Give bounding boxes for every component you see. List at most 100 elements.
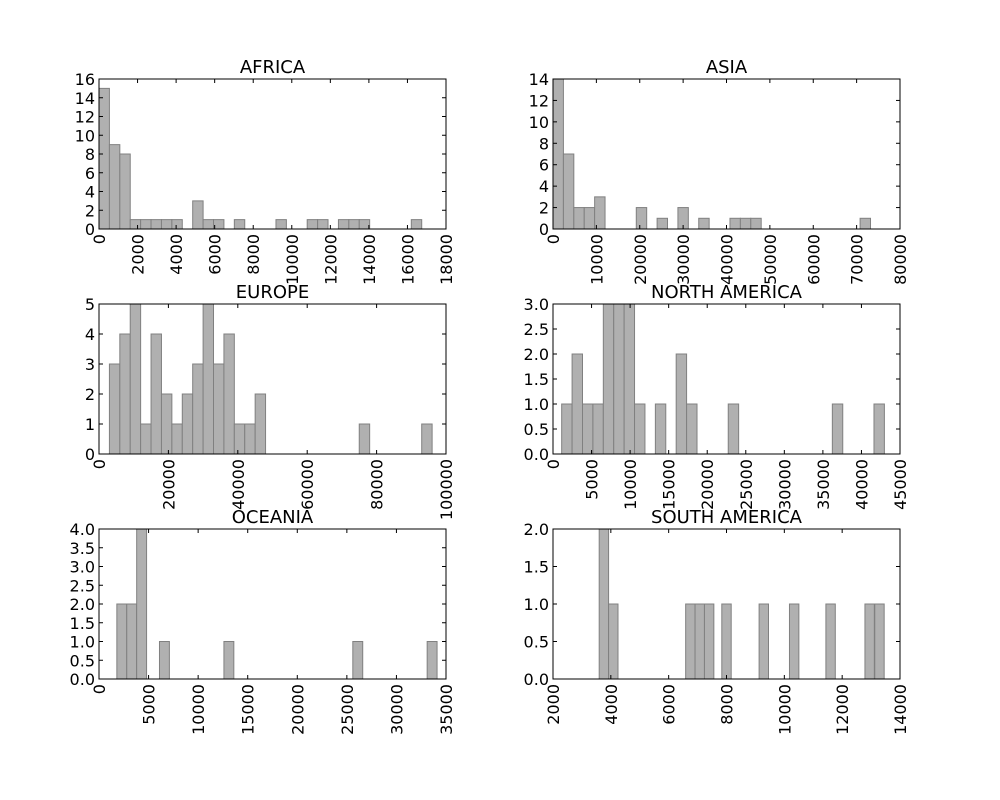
xtick-label-south-america-1: 4000 bbox=[602, 684, 621, 725]
xtick-label-oceania-2: 10000 bbox=[189, 684, 208, 735]
bar-asia-10 bbox=[739, 217, 752, 230]
xtick-label-africa-4: 8000 bbox=[244, 234, 263, 275]
xtick-label-south-america-4: 10000 bbox=[775, 684, 794, 735]
ytick-label-south-america-1: 0.5 bbox=[524, 633, 549, 652]
xtick-label-oceania-3: 15000 bbox=[239, 684, 258, 735]
ytick-label-africa-6: 12 bbox=[75, 108, 95, 127]
bar-north-america-1 bbox=[571, 353, 584, 455]
bar-oceania-0 bbox=[116, 603, 128, 680]
bar-north-america-3 bbox=[592, 403, 604, 455]
bar-asia-12 bbox=[859, 217, 872, 230]
bar-asia-3 bbox=[583, 207, 596, 230]
xtick-label-asia-2: 20000 bbox=[631, 234, 650, 285]
bar-north-america-13 bbox=[873, 403, 885, 455]
ytick-label-oceania-2: 1.0 bbox=[70, 633, 95, 652]
ytick-label-north-america-1: 0.5 bbox=[524, 420, 549, 439]
xtick-label-africa-0: 0 bbox=[90, 234, 109, 244]
xtick-label-asia-0: 0 bbox=[544, 234, 563, 244]
bar-africa-14 bbox=[317, 219, 329, 230]
xtick-label-asia-7: 70000 bbox=[848, 234, 867, 285]
xtick-label-asia-8: 80000 bbox=[891, 234, 910, 285]
panel-oceania: OCEANIA 0.00.51.01.52.02.53.03.54.0 0 5000… bbox=[70, 507, 456, 735]
bar-south-america-9 bbox=[864, 603, 875, 680]
bar-africa-12 bbox=[275, 219, 287, 230]
bar-europe-13 bbox=[244, 423, 256, 455]
xtick-label-africa-8: 16000 bbox=[398, 234, 417, 285]
xtick-label-africa-1: 2000 bbox=[129, 234, 148, 275]
xtick-label-africa-6: 12000 bbox=[321, 234, 340, 285]
xtick-label-africa-3: 6000 bbox=[206, 234, 225, 275]
xtick-label-south-america-2: 6000 bbox=[660, 684, 679, 725]
bar-europe-12 bbox=[233, 423, 246, 455]
bar-north-america-4 bbox=[602, 303, 615, 455]
bar-north-america-0 bbox=[561, 403, 573, 455]
bar-oceania-6 bbox=[426, 641, 438, 680]
bar-north-america-10 bbox=[686, 403, 698, 455]
axes-frame-africa bbox=[98, 78, 447, 230]
ytick-label-oceania-8: 4.0 bbox=[70, 520, 95, 539]
xtick-label-oceania-0: 0 bbox=[90, 684, 109, 694]
ytick-label-africa-4: 8 bbox=[85, 145, 95, 164]
bar-south-america-0 bbox=[598, 528, 610, 680]
bar-south-america-2 bbox=[685, 603, 696, 680]
ytick-label-africa-3: 6 bbox=[85, 164, 95, 183]
ytick-label-oceania-0: 0.0 bbox=[70, 670, 95, 689]
bar-oceania-1 bbox=[126, 603, 138, 680]
ytick-label-oceania-1: 0.5 bbox=[70, 651, 95, 670]
bar-south-america-8 bbox=[825, 603, 836, 680]
ytick-label-africa-0: 0 bbox=[85, 220, 95, 239]
panel-europe: EUROPE 0 1 2 3 4 5 0 20000 40000 60000 80000 100000 bbox=[85, 282, 456, 520]
bar-south-america-1 bbox=[608, 603, 619, 680]
bar-europe-5 bbox=[160, 393, 173, 455]
ytick-label-asia-5: 10 bbox=[529, 113, 549, 132]
bar-oceania-4 bbox=[223, 641, 235, 680]
ytick-label-africa-7: 14 bbox=[75, 89, 95, 108]
bar-north-america-12 bbox=[831, 403, 844, 455]
xtick-label-africa-5: 10000 bbox=[283, 234, 302, 285]
bar-africa-16 bbox=[348, 219, 360, 230]
xtick-label-south-america-3: 8000 bbox=[718, 684, 737, 725]
bar-asia-2 bbox=[573, 207, 585, 230]
bar-asia-5 bbox=[635, 207, 648, 230]
ytick-label-oceania-7: 3.5 bbox=[70, 539, 95, 558]
bar-south-america-5 bbox=[721, 603, 732, 680]
ytick-label-north-america-5: 2.5 bbox=[524, 320, 549, 339]
bar-asia-9 bbox=[729, 217, 741, 230]
panel-south-america: SOUTH AMERICA 0.0 0.5 1.0 1.5 2.0 2000 4000 600… bbox=[524, 507, 910, 735]
xtick-label-oceania-6: 30000 bbox=[387, 684, 406, 735]
ytick-label-africa-5: 10 bbox=[75, 126, 95, 145]
bar-europe-0 bbox=[108, 363, 121, 455]
xtick-label-oceania-1: 5000 bbox=[140, 684, 159, 725]
ytick-label-south-america-4: 2.0 bbox=[524, 520, 549, 539]
panel-title-europe: EUROPE bbox=[236, 282, 309, 303]
bar-africa-7 bbox=[171, 219, 183, 230]
bar-europe-7 bbox=[181, 393, 194, 455]
panel-title-south-america: SOUTH AMERICA bbox=[651, 507, 803, 528]
ytick-label-oceania-4: 2.0 bbox=[70, 595, 95, 614]
xtick-label-south-america-6: 14000 bbox=[891, 684, 910, 735]
xtick-label-europe-0: 0 bbox=[90, 459, 109, 469]
panel-asia: ASIA 0 2 4 6 8 10 12 14 0 10000 20000 30000 40000 500… bbox=[529, 57, 910, 285]
bar-asia-6 bbox=[656, 217, 669, 230]
bar-north-america-11 bbox=[727, 403, 740, 455]
ytick-label-asia-7: 14 bbox=[529, 70, 549, 89]
bar-africa-0 bbox=[98, 87, 110, 230]
panel-title-north-america: NORTH AMERICA bbox=[651, 282, 803, 303]
axes-frame-europe bbox=[98, 303, 447, 455]
bar-europe-9 bbox=[202, 303, 215, 455]
ytick-label-asia-2: 4 bbox=[539, 177, 549, 196]
panel-north-america: NORTH AMERICA 0.0 0.5 1.0 1.5 2.0 2.5 3.0 0 5000… bbox=[524, 282, 910, 510]
bar-north-america-9 bbox=[675, 353, 688, 455]
xtick-label-asia-6: 60000 bbox=[804, 234, 823, 285]
xtick-label-oceania-7: 35000 bbox=[437, 684, 456, 735]
ytick-label-north-america-0: 0.0 bbox=[524, 445, 549, 464]
xtick-label-asia-4: 40000 bbox=[718, 234, 737, 285]
xtick-label-oceania-4: 20000 bbox=[288, 684, 307, 735]
xtick-label-europe-3: 60000 bbox=[298, 459, 317, 510]
xtick-label-oceania-5: 25000 bbox=[338, 684, 357, 735]
bar-asia-0 bbox=[552, 78, 564, 230]
xtick-label-south-america-5: 12000 bbox=[833, 684, 852, 735]
ytick-label-asia-4: 8 bbox=[539, 134, 549, 153]
bar-europe-1 bbox=[119, 333, 131, 455]
